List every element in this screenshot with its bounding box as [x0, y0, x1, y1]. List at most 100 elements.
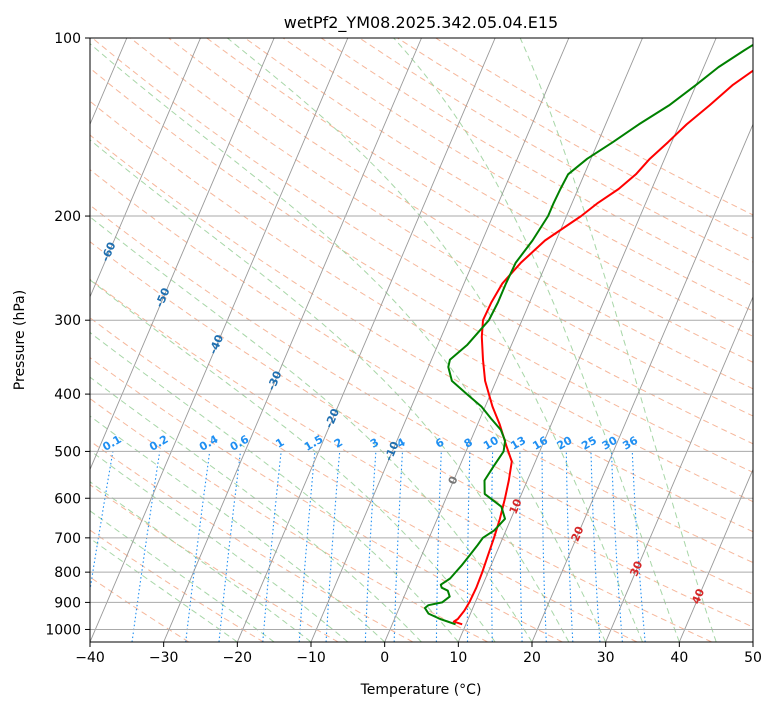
y-tick-label: 100 — [54, 31, 81, 47]
isotherm-line — [384, 38, 643, 642]
x-tick-label: 10 — [449, 650, 467, 666]
moist-adiabat — [90, 216, 533, 642]
isotherm-label: 20 — [569, 524, 587, 543]
dry-adiabat — [91, 38, 753, 445]
mixing-ratio-label: 8 — [462, 436, 475, 451]
moist-adiabat — [519, 38, 717, 642]
isotherm-label: 10 — [507, 497, 525, 516]
moist-adiabat — [90, 279, 496, 642]
isotherm-label: -50 — [153, 286, 173, 310]
mixing-ratio-line — [185, 451, 211, 642]
isotherm-label: -20 — [322, 406, 342, 430]
y-tick-label: 1000 — [45, 622, 81, 638]
isotherm-line — [457, 38, 717, 642]
series-layer — [423, 43, 753, 626]
isotherm-line — [163, 38, 422, 642]
dry-adiabat — [90, 576, 190, 642]
x-tick-label: −20 — [223, 650, 253, 666]
mixing-ratio-line — [519, 451, 523, 642]
dry-adiabat — [90, 241, 753, 628]
dry-adiabat — [90, 317, 638, 642]
x-tick-label: 30 — [597, 650, 615, 666]
mixing-ratio-line — [435, 451, 442, 642]
mixing-ratio-line — [565, 451, 574, 642]
plot-frame — [89, 37, 754, 643]
mixing-ratio-line — [631, 451, 646, 642]
y-tick-label: 700 — [54, 531, 81, 547]
mixing-ratio-label: 25 — [579, 434, 599, 453]
mixing-ratio-label: 2 — [332, 436, 345, 451]
isotherm-label: 30 — [627, 559, 645, 578]
dry-adiabat — [359, 38, 753, 263]
temperature-trace — [452, 69, 753, 626]
dry-adiabat — [90, 484, 339, 642]
mixing-ratio-label: 16 — [530, 434, 550, 453]
dry-adiabat — [90, 529, 264, 642]
dry-adiabat — [130, 38, 753, 417]
y-tick-label: 400 — [54, 387, 81, 403]
dry-adiabat — [282, 38, 753, 312]
mixing-ratio-label: 1 — [273, 436, 286, 451]
y-tick-label: 600 — [54, 491, 81, 507]
mixing-ratio-label: 10 — [481, 434, 501, 453]
moist-adiabat — [90, 139, 570, 642]
moist-adiabat — [90, 331, 459, 642]
isotherm-label: -80 — [0, 130, 18, 154]
x-tick-label: −40 — [75, 650, 105, 666]
isotherm-label: -40 — [207, 332, 227, 356]
mixing-ratio-label: 30 — [600, 434, 620, 453]
mixing-ratio-label: 36 — [620, 434, 640, 453]
moist-adiabat — [90, 510, 275, 642]
moist-adiabat — [90, 481, 312, 642]
isotherm-line — [236, 38, 496, 642]
y-axis-label: Pressure (hPa) — [12, 290, 28, 390]
y-tick-label: 800 — [54, 565, 81, 581]
dry-adiabat — [90, 204, 753, 595]
axis-layer: −40 −30 −20 −10 0 10 20 30 40 5010020030040050060… — [45, 31, 762, 666]
moist-adiabat — [90, 415, 386, 642]
grid-layer — [90, 38, 753, 642]
isotherm-line — [90, 38, 201, 299]
x-tick-label: 20 — [523, 650, 541, 666]
dry-adiabat — [90, 398, 488, 642]
y-tick-label: 900 — [54, 595, 81, 611]
x-axis-label: Temperature (°C) — [360, 682, 482, 698]
isotherm-line — [605, 295, 753, 642]
isotherm-line — [752, 640, 753, 642]
isotherm-line — [678, 468, 753, 642]
mixing-ratio-line — [218, 451, 242, 642]
dry-adiabat — [90, 357, 563, 642]
isotherm-label: -30 — [265, 369, 285, 393]
moist-adiabat — [226, 38, 643, 642]
dewpoint-trace — [423, 43, 753, 626]
x-tick-label: 50 — [744, 650, 762, 666]
moist-adiabat — [90, 537, 238, 642]
dry-adiabat — [90, 278, 712, 642]
isotherm-label: 0 — [446, 474, 461, 486]
isotherm-line — [90, 38, 275, 471]
y-tick-label: 300 — [54, 313, 81, 329]
x-tick-label: 40 — [670, 650, 688, 666]
dry-adiabat — [435, 38, 753, 216]
mixing-ratio-line — [262, 451, 282, 642]
y-tick-label: 500 — [54, 444, 81, 460]
mixing-ratio-label: 0.2 — [147, 433, 170, 454]
x-tick-label: 0 — [380, 650, 389, 666]
isotherm-label: -70 — [49, 184, 69, 208]
mixing-ratio-line — [90, 451, 114, 594]
x-tick-label: −30 — [149, 650, 179, 666]
moist-adiabat — [393, 38, 680, 642]
isotherm-line — [531, 123, 753, 642]
mixing-ratio-label: 1.5 — [302, 433, 325, 454]
isotherm-line — [310, 38, 570, 642]
x-tick-label: −10 — [296, 650, 326, 666]
dry-adiabat — [244, 38, 753, 337]
isotherm-line — [90, 38, 349, 642]
mixing-ratio-label: 20 — [555, 434, 575, 453]
moist-adiabat — [90, 43, 607, 642]
mixing-ratio-label: 0.6 — [228, 433, 252, 454]
isotherm-label: -60 — [99, 240, 119, 264]
mixing-ratio-label: 3 — [368, 436, 381, 451]
dry-adiabat — [168, 38, 753, 390]
